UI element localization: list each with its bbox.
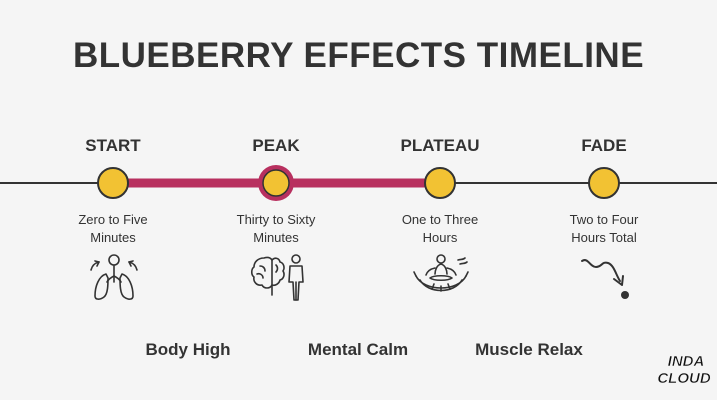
stage-desc-line: Thirty to Sixty — [236, 212, 316, 227]
node-peak — [262, 169, 290, 197]
stage-label-plateau: PLATEAU — [400, 136, 480, 155]
stage-desc-peak: Thirty to Sixty Minutes — [206, 211, 346, 247]
node-fade — [588, 167, 620, 199]
downward-wave-arrow-icon — [581, 259, 629, 299]
stage-desc-line: Hours Total — [571, 230, 637, 245]
brain-person-icon — [250, 254, 304, 301]
stage-desc-fade: Two to Four Hours Total — [534, 211, 674, 247]
stage-desc-line: One to Three — [401, 212, 479, 227]
effect-muscle-relax: Muscle Relax — [475, 340, 583, 359]
node-start — [97, 167, 129, 199]
inda-cloud-logo: INDA CLOUD — [657, 353, 711, 388]
logo-line1: INDA — [668, 353, 705, 370]
effect-mental-calm: Mental Calm — [307, 340, 409, 359]
stage-label-start: START — [85, 136, 141, 155]
lungs-breathing-icon — [90, 254, 138, 300]
stage-desc-plateau: One to Three Hours — [370, 211, 510, 247]
stage-desc-line: Two to Four — [569, 212, 639, 227]
stage-desc-line: Hours — [422, 230, 458, 245]
stage-desc-line: Minutes — [90, 230, 136, 245]
hammock-meditation-icon — [413, 254, 469, 292]
logo-line2: CLOUD — [657, 370, 710, 387]
effect-body-high: Body High — [145, 340, 231, 359]
stage-desc-line: Zero to Five — [78, 212, 148, 227]
stage-desc-start: Zero to Five Minutes — [43, 211, 183, 247]
stage-label-peak: PEAK — [252, 136, 300, 155]
node-plateau — [424, 167, 456, 199]
stage-desc-line: Minutes — [253, 230, 299, 245]
page-title: BLUEBERRY EFFECTS TIMELINE — [72, 36, 645, 75]
stage-label-fade: FADE — [581, 136, 627, 155]
